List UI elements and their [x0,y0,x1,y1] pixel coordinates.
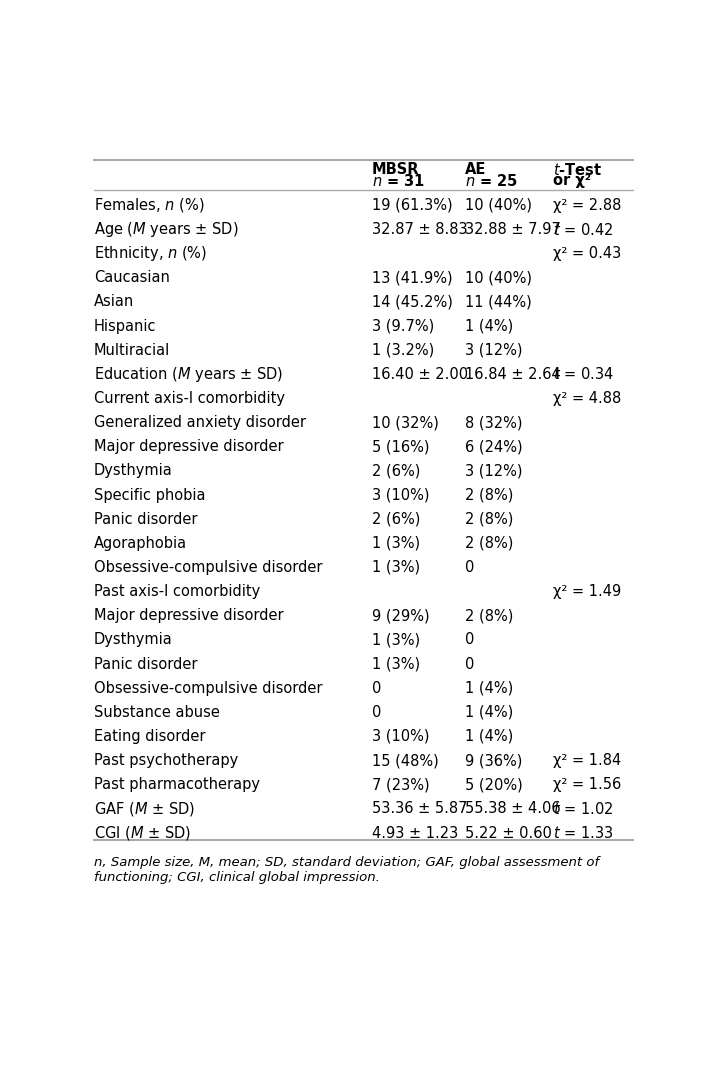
Text: $\mathit{t}$ = 0.42: $\mathit{t}$ = 0.42 [553,221,613,237]
Text: Multiracial: Multiracial [94,343,170,358]
Text: 9 (29%): 9 (29%) [372,608,429,623]
Text: 5 (20%): 5 (20%) [465,777,523,792]
Text: Obsessive-compulsive disorder: Obsessive-compulsive disorder [94,560,323,575]
Text: 1 (4%): 1 (4%) [465,319,513,334]
Text: 1 (3%): 1 (3%) [372,536,420,551]
Text: Females, $\mathit{n}$ (%): Females, $\mathit{n}$ (%) [94,197,205,215]
Text: 1 (4%): 1 (4%) [465,704,513,719]
Text: or χ²: or χ² [553,173,591,188]
Text: 2 (8%): 2 (8%) [465,512,513,527]
Text: Agoraphobia: Agoraphobia [94,536,187,551]
Text: χ² = 0.43: χ² = 0.43 [553,246,621,261]
Text: 11 (44%): 11 (44%) [465,294,532,309]
Text: Hispanic: Hispanic [94,319,157,334]
Text: 4.93 ± 1.23: 4.93 ± 1.23 [372,825,458,840]
Text: 10 (40%): 10 (40%) [465,198,532,213]
Text: 2 (8%): 2 (8%) [465,608,513,623]
Text: 1 (4%): 1 (4%) [465,729,513,744]
Text: $\mathit{n}$ = 25: $\mathit{n}$ = 25 [465,172,518,188]
Text: 2 (8%): 2 (8%) [465,536,513,551]
Text: 3 (10%): 3 (10%) [372,729,429,744]
Text: Major depressive disorder: Major depressive disorder [94,608,284,623]
Text: Specific phobia: Specific phobia [94,487,206,502]
Text: 3 (10%): 3 (10%) [372,487,429,502]
Text: 14 (45.2%): 14 (45.2%) [372,294,452,309]
Text: Generalized anxiety disorder: Generalized anxiety disorder [94,415,306,430]
Text: Past psychotherapy: Past psychotherapy [94,754,238,769]
Text: χ² = 1.56: χ² = 1.56 [553,777,621,792]
Text: 7 (23%): 7 (23%) [372,777,429,792]
Text: 1 (3.2%): 1 (3.2%) [372,343,434,358]
Text: Dysthymia: Dysthymia [94,464,173,479]
Text: $\mathit{t}$ = 1.33: $\mathit{t}$ = 1.33 [553,825,613,841]
Text: $\mathit{t}$ = 1.02: $\mathit{t}$ = 1.02 [553,801,613,817]
Text: Ethnicity, $\mathit{n}$ (%): Ethnicity, $\mathit{n}$ (%) [94,244,208,263]
Text: 0: 0 [465,633,474,648]
Text: 10 (32%): 10 (32%) [372,415,438,430]
Text: Caucasian: Caucasian [94,270,170,285]
Text: 3 (9.7%): 3 (9.7%) [372,319,434,334]
Text: 32.88 ± 7.97: 32.88 ± 7.97 [465,222,561,237]
Text: 32.87 ± 8.83: 32.87 ± 8.83 [372,222,467,237]
Text: Panic disorder: Panic disorder [94,512,198,527]
Text: Past pharmacotherapy: Past pharmacotherapy [94,777,260,792]
Text: 2 (8%): 2 (8%) [465,487,513,502]
Text: Panic disorder: Panic disorder [94,656,198,671]
Text: χ² = 4.88: χ² = 4.88 [553,391,621,406]
Text: 10 (40%): 10 (40%) [465,270,532,285]
Text: CGI ($\mathit{M}$ ± SD): CGI ($\mathit{M}$ ± SD) [94,824,191,842]
Text: 0: 0 [465,656,474,671]
Text: Eating disorder: Eating disorder [94,729,206,744]
Text: 3 (12%): 3 (12%) [465,464,523,479]
Text: χ² = 1.84: χ² = 1.84 [553,754,621,769]
Text: 55.38 ± 4.06: 55.38 ± 4.06 [465,802,561,817]
Text: 8 (32%): 8 (32%) [465,415,523,430]
Text: AE: AE [465,162,486,177]
Text: 5 (16%): 5 (16%) [372,439,429,454]
Text: 0: 0 [465,560,474,575]
Text: 16.84 ± 2.64: 16.84 ± 2.64 [465,367,561,382]
Text: Major depressive disorder: Major depressive disorder [94,439,284,454]
Text: χ² = 2.88: χ² = 2.88 [553,198,621,213]
Text: 2 (6%): 2 (6%) [372,464,420,479]
Text: Past axis-I comorbidity: Past axis-I comorbidity [94,584,260,599]
Text: 3 (12%): 3 (12%) [465,343,523,358]
Text: 6 (24%): 6 (24%) [465,439,523,454]
Text: 19 (61.3%): 19 (61.3%) [372,198,452,213]
Text: 9 (36%): 9 (36%) [465,754,523,769]
Text: 2 (6%): 2 (6%) [372,512,420,527]
Text: Education ($\mathit{M}$ years ± SD): Education ($\mathit{M}$ years ± SD) [94,365,284,384]
Text: 1 (4%): 1 (4%) [465,681,513,696]
Text: 0: 0 [372,681,381,696]
Text: Substance abuse: Substance abuse [94,704,220,719]
Text: Dysthymia: Dysthymia [94,633,173,648]
Text: 16.40 ± 2.00: 16.40 ± 2.00 [372,367,468,382]
Text: $\mathit{t}$-Test: $\mathit{t}$-Test [553,161,602,177]
Text: $\mathit{n}$ = 31: $\mathit{n}$ = 31 [372,172,425,188]
Text: Age ($\mathit{M}$ years ± SD): Age ($\mathit{M}$ years ± SD) [94,220,239,239]
Text: 53.36 ± 5.87: 53.36 ± 5.87 [372,802,467,817]
Text: 15 (48%): 15 (48%) [372,754,438,769]
Text: n, Sample size, M, mean; SD, standard deviation; GAF, global assessment of
funct: n, Sample size, M, mean; SD, standard de… [94,856,599,884]
Text: MBSR: MBSR [372,162,419,177]
Text: 1 (3%): 1 (3%) [372,633,420,648]
Text: Obsessive-compulsive disorder: Obsessive-compulsive disorder [94,681,323,696]
Text: 1 (3%): 1 (3%) [372,656,420,671]
Text: GAF ($\mathit{M}$ ± SD): GAF ($\mathit{M}$ ± SD) [94,800,196,818]
Text: Asian: Asian [94,294,135,309]
Text: 5.22 ± 0.60: 5.22 ± 0.60 [465,825,552,840]
Text: χ² = 1.49: χ² = 1.49 [553,584,621,599]
Text: 13 (41.9%): 13 (41.9%) [372,270,452,285]
Text: 1 (3%): 1 (3%) [372,560,420,575]
Text: 0: 0 [372,704,381,719]
Text: $\mathit{t}$ = 0.34: $\mathit{t}$ = 0.34 [553,367,614,383]
Text: Current axis-I comorbidity: Current axis-I comorbidity [94,391,285,406]
